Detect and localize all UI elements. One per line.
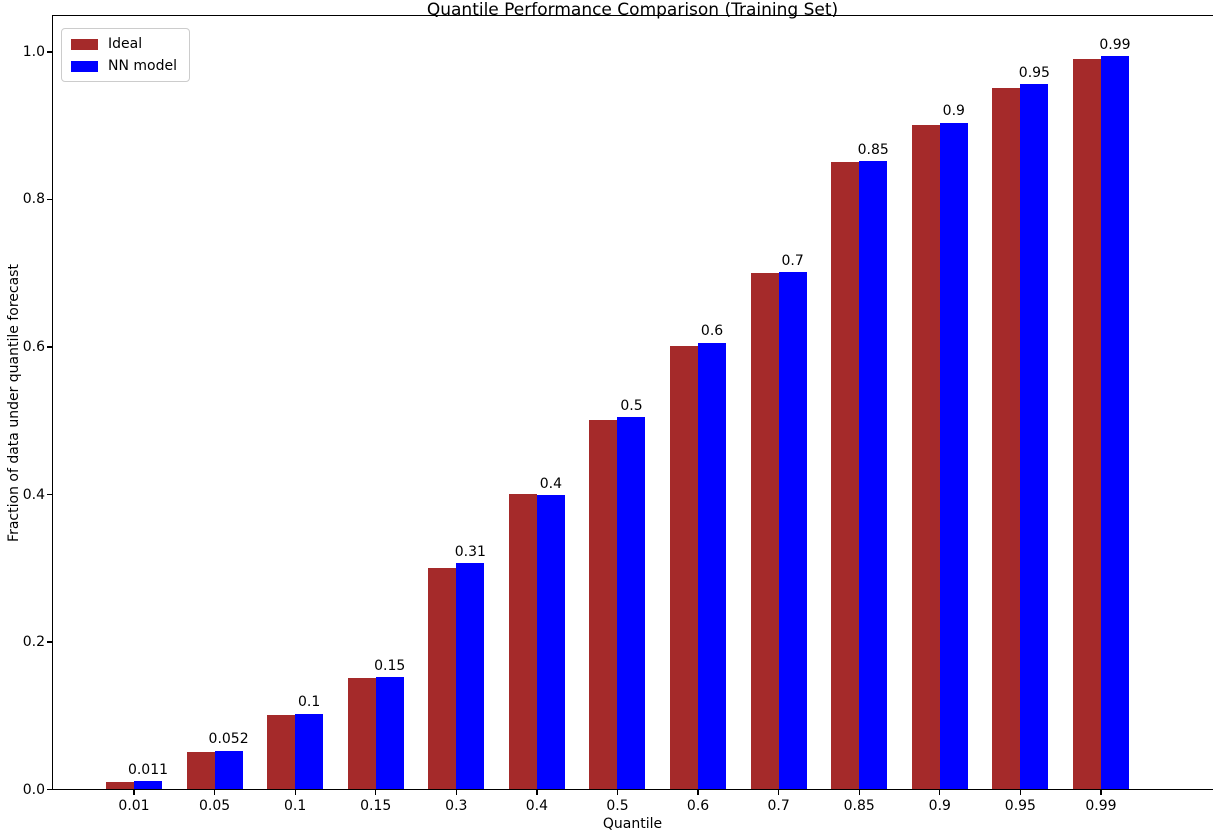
bar-ideal [589,420,618,789]
bar-value-label: 0.99 [1099,37,1131,54]
bar-value-label: 0.011 [127,761,169,778]
x-tick-label: 0.15 [360,798,392,814]
bar-nn-model [134,780,162,789]
y-tick-label: 0.0 [22,781,45,798]
bar-ideal [992,88,1021,789]
x-axis-tick [1019,789,1022,795]
x-axis-tick [455,789,457,795]
y-tick-label: 1.0 [22,43,45,60]
y-axis-tick [46,198,52,201]
bar-value-label: 0.85 [857,141,889,158]
legend-label: NN model [108,58,177,74]
bar-ideal [106,781,134,789]
bar-ideal [1072,58,1101,789]
legend-swatch-icon [71,38,98,50]
x-axis-tick [777,789,780,795]
bar-nn-model [778,271,807,789]
x-tick-label: 0.1 [284,798,307,814]
x-tick-label: 0.95 [1004,798,1036,814]
bar-nn-model [698,342,727,789]
x-tick-label: 0.01 [118,798,150,814]
y-tick-label: 0.8 [22,191,45,208]
x-axis-tick [858,789,860,795]
x-axis-tick [213,789,216,795]
legend-swatch-icon [71,60,98,72]
bar-nn-model [1020,84,1049,789]
x-axis-tick [294,789,296,795]
bar-nn-model [456,563,485,789]
bar-value-label: 0.31 [454,543,486,560]
bar-ideal [911,125,940,789]
bar-value-label: 0.6 [700,323,724,340]
y-axis-tick [46,789,52,791]
x-axis-tick [133,789,135,795]
bar-value-label: 0.7 [781,252,804,269]
bar-nn-model [617,417,646,789]
x-tick-label: 0.3 [445,798,468,814]
bar-nn-model [375,676,404,789]
x-tick-label: 0.4 [525,798,549,814]
y-tick-label: 0.4 [22,486,45,503]
bar-nn-model [859,161,888,789]
y-tick-label: 0.2 [22,634,45,651]
legend-item: Ideal [71,36,177,52]
bar-nn-model [214,750,243,789]
bar-nn-model [1100,56,1129,789]
plot-area: Ideal NN model 0.0 0.2 0.4 0.6 0.8 1.0 0.011 0.0… [23,15,1213,814]
bar-value-label: 0.052 [208,731,249,748]
bar-nn-model [295,713,324,789]
x-axis-tick [1100,789,1102,795]
x-axis-tick [616,789,619,795]
bar-ideal [508,493,537,789]
x-tick-label: 0.7 [767,798,790,814]
bar-nn-model [536,495,565,789]
x-axis-tick [375,789,377,795]
bar-ideal [750,272,779,789]
x-tick-label: 0.85 [843,798,875,814]
x-tick-label: 0.99 [1085,798,1117,814]
x-tick-label: 0.6 [686,798,710,814]
bar-value-label: 0.95 [1018,65,1050,82]
x-axis-tick [939,789,941,795]
y-axis-tick [46,346,52,348]
bar-ideal [831,161,860,789]
legend-label: Ideal [108,36,143,52]
bar-ideal [186,752,215,789]
x-axis-label: Quantile [602,816,663,832]
bar-ideal [428,567,457,789]
y-axis-tick [46,51,52,53]
y-tick-label: 0.6 [22,339,45,356]
legend-item: NN model [71,58,177,74]
x-tick-label: 0.9 [928,798,951,814]
bar-nn-model [939,122,968,789]
bar-value-label: 0.15 [374,657,406,674]
bar-value-label: 0.9 [942,103,965,120]
bar-ideal [670,346,699,789]
legend: Ideal NN model [61,28,190,82]
bar-value-label: 0.4 [539,476,563,493]
x-axis-tick [536,789,538,795]
bar-ideal [267,715,296,789]
bar-value-label: 0.5 [620,397,643,414]
y-axis-label: Fraction of data under quantile forecast [6,264,22,542]
bar-value-label: 0.1 [298,694,321,711]
x-axis-tick [697,789,699,795]
y-axis-tick [46,493,52,496]
x-tick-label: 0.5 [606,798,629,814]
bar-ideal [347,678,376,789]
x-tick-label: 0.05 [198,798,231,814]
y-axis-tick [46,641,52,643]
